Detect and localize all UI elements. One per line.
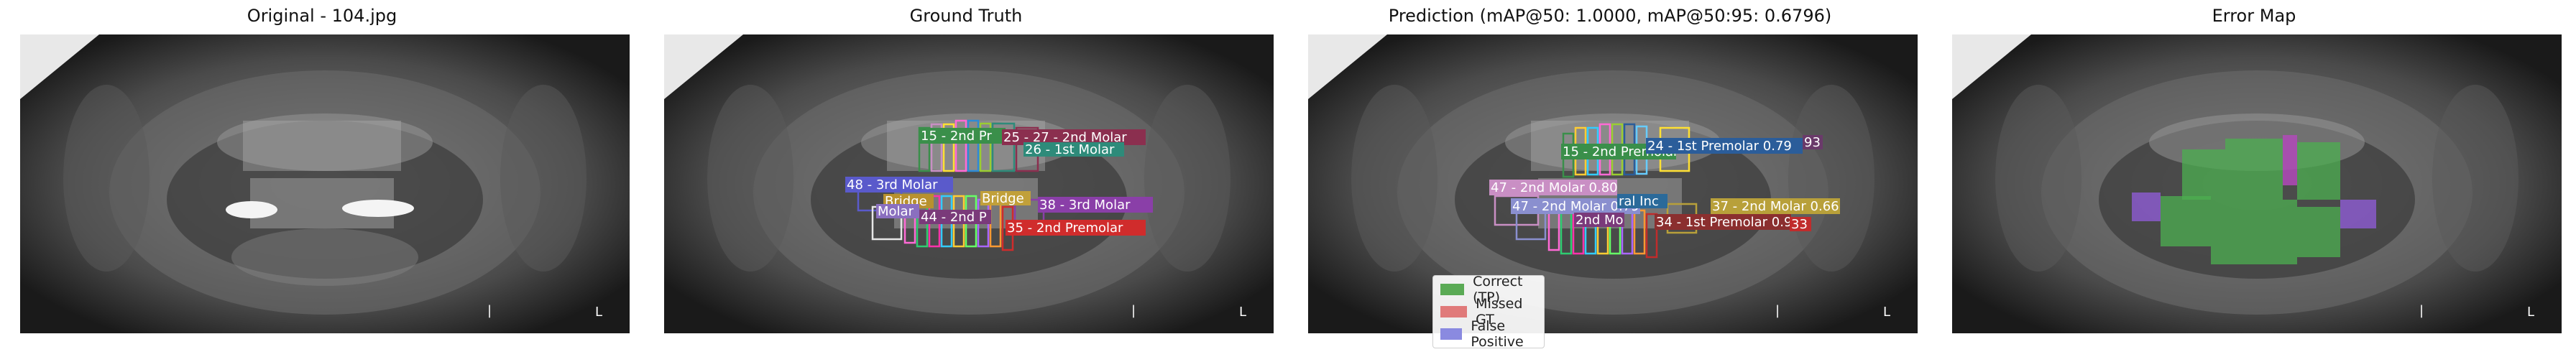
gt-label-bg xyxy=(845,177,953,193)
gt-label: 15 - 2nd Pr xyxy=(921,129,992,144)
gt-label: Bridge xyxy=(982,191,1024,206)
gt-label-bg xyxy=(876,204,919,218)
pred-label-bg xyxy=(1655,214,1791,230)
legend: Correct (TP) Missed GT False Positive xyxy=(1432,274,1545,350)
xray-image: 15 - 2nd Premolar 24 - 1st Premolar 0.79… xyxy=(1308,34,1918,333)
gt-label: 35 - 2nd Premolar xyxy=(1007,221,1123,236)
gt-label-bg xyxy=(1002,129,1146,145)
xray-mark-right: L xyxy=(1883,305,1890,320)
pred-label: 37 - 2nd Molar 0.66 xyxy=(1712,199,1839,214)
prediction-labels: 15 - 2nd Premolar 24 - 1st Premolar 0.79… xyxy=(1489,135,1840,232)
gt-label: 44 - 2nd P xyxy=(921,210,987,225)
panel-title: Error Map xyxy=(2212,6,2296,26)
gt-label-bg xyxy=(919,210,991,224)
xray-image: | L xyxy=(20,34,630,333)
gt-label: Molar xyxy=(878,204,914,219)
pred-label-bg xyxy=(1711,198,1840,214)
pred-label-bg xyxy=(1646,138,1803,154)
panel-prediction: Prediction (mAP@50: 1.0000, mAP@50:95: 0… xyxy=(1288,0,1932,357)
xray-mark-left: | xyxy=(487,303,492,318)
legend-label: Correct (TP) xyxy=(1473,274,1523,305)
gt-labels: 15 - 2nd Pr 25 - 27 - 2nd Molar 26 - 1st… xyxy=(845,128,1153,236)
xray-mark-left: | xyxy=(1775,303,1780,318)
pred-label: 93 xyxy=(1804,135,1821,150)
xray-mark-right: L xyxy=(595,305,602,320)
xray-mark-right: L xyxy=(2527,305,2534,320)
legend-item: False Positive xyxy=(1440,318,1544,350)
gt-label-bg xyxy=(1038,197,1153,213)
pred-label: 2nd Mo xyxy=(1576,213,1624,228)
panel-ground-truth: Ground Truth xyxy=(644,0,1288,357)
pred-label-bg xyxy=(1790,217,1811,231)
panel-original: Original - 104.jpg | L xyxy=(0,0,644,357)
legend-label: False Positive xyxy=(1471,318,1524,350)
panel-title: Prediction (mAP@50: 1.0000, mAP@50:95: 0… xyxy=(1388,6,1832,26)
xray-graphic: 15 - 2nd Premolar 24 - 1st Premolar 0.79… xyxy=(1308,34,1918,333)
error-overlays xyxy=(2132,135,2376,264)
legend-item: Correct (TP) xyxy=(1440,274,1544,305)
gt-label-bg xyxy=(1006,220,1146,236)
legend-swatch xyxy=(1440,328,1463,340)
gt-label: 25 - 27 - 2nd Molar xyxy=(1003,130,1127,145)
xray-graphic: | L xyxy=(20,34,630,333)
legend-item: Missed GT xyxy=(1440,296,1544,328)
gt-label: 38 - 3rd Molar xyxy=(1039,198,1131,213)
pred-label-bg xyxy=(1574,213,1624,227)
pred-label-bg xyxy=(1489,180,1617,195)
pred-label-bg xyxy=(1803,135,1823,149)
pred-label: 33 xyxy=(1791,217,1808,232)
gt-label-bg xyxy=(980,191,1031,205)
gt-label: 26 - 1st Molar xyxy=(1025,142,1115,157)
xray-graphic: 15 - 2nd Pr 25 - 27 - 2nd Molar 26 - 1st… xyxy=(664,34,1274,333)
pred-label: ral Inc xyxy=(1619,194,1659,209)
pred-label: 47 - 2nd Molar 0.79 xyxy=(1512,199,1639,214)
panel-title: Original - 104.jpg xyxy=(247,6,397,26)
gt-label-bg xyxy=(1024,142,1124,157)
xray-mark-left: | xyxy=(2419,303,2424,318)
xray-image: 15 - 2nd Pr 25 - 27 - 2nd Molar 26 - 1st… xyxy=(664,34,1274,333)
pred-label: 24 - 1st Premolar 0.79 xyxy=(1647,139,1792,154)
pred-label: 34 - 1st Premolar 0.90 xyxy=(1656,215,1800,230)
pred-label-bg xyxy=(1617,194,1668,208)
xray-image: | L xyxy=(1952,34,2562,333)
panel-error-map: Error Map | L xyxy=(1932,0,2576,357)
pred-label: 47 - 2nd Molar 0.80 xyxy=(1491,180,1618,195)
gt-label: 48 - 3rd Molar xyxy=(847,177,938,193)
xray-mark-left: | xyxy=(1131,303,1136,318)
xray-mark-right: L xyxy=(1239,305,1246,320)
pred-label-bg xyxy=(1511,198,1640,214)
legend-swatch xyxy=(1440,284,1465,295)
legend-swatch xyxy=(1440,306,1468,317)
legend-label: Missed GT xyxy=(1476,296,1523,328)
xray-graphic: | L xyxy=(1952,34,2562,333)
panel-title: Ground Truth xyxy=(909,6,1023,26)
gt-label-bg xyxy=(919,128,1006,144)
